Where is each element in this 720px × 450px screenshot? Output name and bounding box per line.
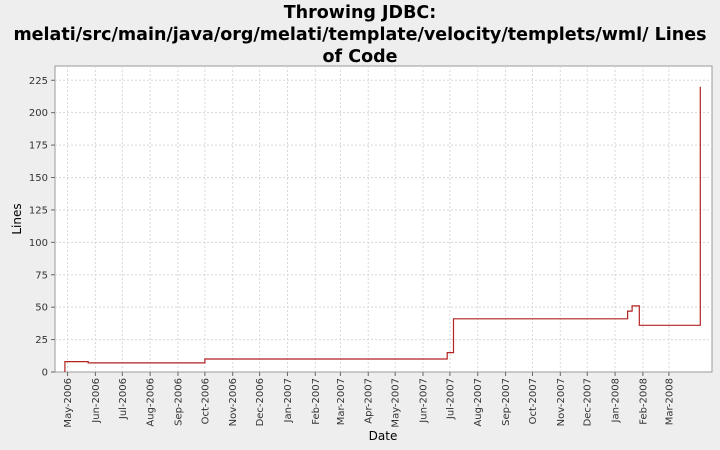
x-tick-label: Mar-2007	[336, 378, 347, 425]
x-tick-label: Feb-2007	[311, 378, 322, 425]
x-tick-label: Sep-2007	[501, 378, 512, 426]
x-tick-label: Feb-2008	[638, 378, 649, 425]
x-tick-label: Dec-2007	[583, 378, 594, 426]
gridlines	[55, 66, 712, 372]
y-tick-label: 150	[29, 173, 48, 184]
x-tick-label: Apr-2007	[364, 378, 375, 424]
x-tick-label: Aug-2006	[146, 378, 157, 427]
x-tick-label: Jan-2007	[283, 378, 294, 423]
x-tick-label: Dec-2006	[255, 378, 266, 426]
y-tick-label: 125	[29, 205, 48, 216]
chart-title-line3: of Code	[322, 47, 398, 67]
y-tick-label: 175	[29, 141, 48, 152]
series-line	[64, 86, 701, 372]
y-axis-label: Lines	[10, 203, 24, 234]
x-axis-label: Date	[369, 429, 398, 443]
x-tick-label: Mar-2008	[664, 378, 675, 425]
x-tick-label: Nov-2006	[228, 378, 239, 426]
x-tick-label: Nov-2007	[556, 378, 567, 426]
series-group	[64, 86, 701, 372]
plot-area	[54, 65, 713, 373]
y-tick-label: 225	[29, 76, 48, 87]
y-tick-label: 25	[35, 335, 48, 346]
x-tick-label: Aug-2007	[473, 378, 484, 427]
x-tick-label: Jun-2006	[91, 378, 102, 424]
x-tick-label: May-2006	[63, 378, 74, 428]
x-tick-label: Sep-2006	[173, 378, 184, 426]
y-tick-label: 50	[35, 303, 48, 314]
x-tick-label: Jul-2007	[445, 378, 456, 420]
chart-title-line1: Throwing JDBC:	[283, 3, 437, 23]
x-tick-label: Oct-2007	[528, 378, 539, 424]
y-axis-ticks: 0 25 50 75 100 125 150 175 200 225	[29, 76, 55, 379]
chart-title-line2: melati/src/main/java/org/melati/template…	[13, 25, 707, 45]
chart-title: Throwing JDBC: melati/src/main/java/org/…	[0, 2, 720, 68]
x-tick-label: Jan-2008	[611, 378, 622, 423]
x-tick-label: Oct-2006	[200, 378, 211, 424]
x-tick-label: Jul-2006	[118, 378, 129, 420]
y-tick-label: 200	[29, 108, 48, 119]
x-axis-ticks: May-2006 Jun-2006 Jul-2006 Aug-2006 Sep-2006…	[63, 372, 675, 428]
y-tick-label: 75	[35, 270, 48, 281]
x-tick-label: Jun-2007	[418, 378, 429, 424]
x-tick-label: May-2007	[391, 378, 402, 428]
y-tick-label: 100	[29, 238, 48, 249]
y-tick-label: 0	[42, 368, 48, 379]
